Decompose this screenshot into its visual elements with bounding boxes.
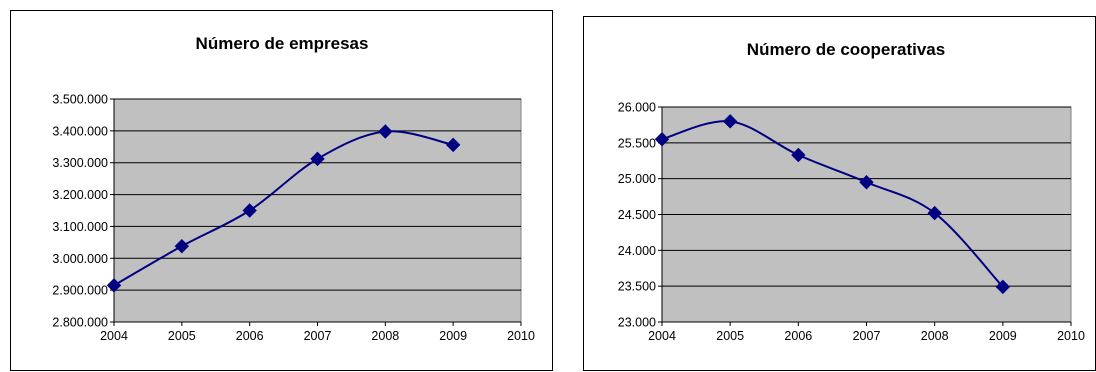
- x-tick-label: 2005: [168, 329, 196, 343]
- x-tick-label: 2009: [439, 329, 467, 343]
- y-tick-label: 3.000.000: [52, 252, 108, 266]
- x-tick-label: 2008: [921, 329, 949, 343]
- data-point-marker: [791, 147, 806, 163]
- y-tick-label: 23.000: [618, 316, 656, 330]
- y-tick-label: 3.500.000: [52, 93, 108, 107]
- y-tick-label: 25.500: [618, 136, 656, 150]
- y-tick-label: 26.000: [618, 101, 656, 115]
- data-point-marker: [106, 278, 122, 293]
- x-tick-label: 2004: [100, 329, 128, 343]
- data-point-marker: [174, 238, 190, 254]
- y-tick-label: 2.800.000: [52, 316, 108, 330]
- data-point-marker: [654, 132, 670, 147]
- x-tick-label: 2004: [648, 329, 676, 343]
- y-tick-label: 24.000: [618, 244, 656, 258]
- x-tick-label: 2007: [304, 329, 332, 343]
- data-point-marker: [242, 203, 257, 218]
- x-tick-label: 2010: [507, 329, 535, 343]
- chart-cooperativas-svg: Número de cooperativas 23.000 23.500 24.00…: [618, 40, 1085, 343]
- data-point-marker: [995, 279, 1011, 295]
- chart-empresas-svg: Número de empresas 2.800.000 2.900.000 3.0…: [52, 34, 535, 343]
- y-tick-label: 24.500: [618, 208, 656, 222]
- x-tick-label: 2008: [371, 329, 399, 343]
- data-point-marker: [859, 175, 874, 190]
- data-point-marker: [378, 124, 393, 139]
- data-point-marker: [722, 114, 738, 129]
- data-point-marker: [927, 205, 942, 221]
- x-tick-label: 2009: [989, 329, 1017, 343]
- data-point-marker: [445, 137, 461, 153]
- y-tick-label: 3.200.000: [52, 188, 108, 202]
- data-point-marker: [310, 151, 325, 167]
- chart-title: Número de cooperativas: [747, 40, 945, 59]
- x-tick-label: 2007: [853, 329, 881, 343]
- x-tick-label: 2010: [1057, 329, 1085, 343]
- x-tick-label: 2006: [784, 329, 812, 343]
- y-tick-label: 3.300.000: [52, 156, 108, 170]
- y-tick-label: 3.400.000: [52, 124, 108, 138]
- chart-empresas: Número de empresas 2.800.000 2.900.000 3.0…: [10, 10, 553, 371]
- plot-area: [113, 98, 522, 323]
- chart-cooperativas: Número de cooperativas 23.000 23.500 24.00…: [583, 16, 1096, 371]
- y-tick-label: 3.100.000: [52, 220, 108, 234]
- x-tick-label: 2006: [236, 329, 264, 343]
- y-tick-label: 23.500: [618, 280, 656, 294]
- x-tick-label: 2005: [716, 329, 744, 343]
- chart-title: Número de empresas: [196, 34, 369, 53]
- y-tick-label: 25.000: [618, 172, 656, 186]
- y-tick-label: 2.900.000: [52, 284, 108, 298]
